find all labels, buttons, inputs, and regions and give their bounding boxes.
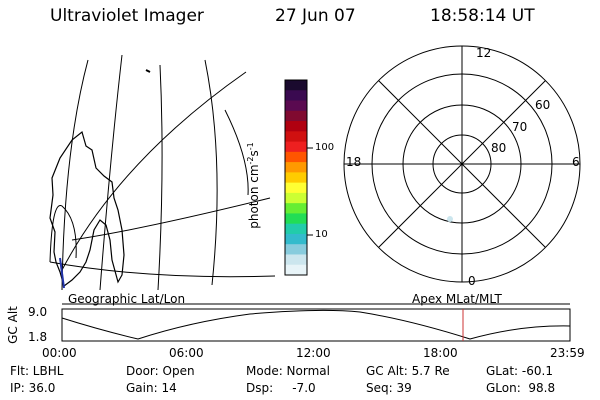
info-ip: IP: 36.0 bbox=[10, 381, 56, 395]
colorbar-band bbox=[285, 131, 307, 143]
colorbar-band bbox=[285, 244, 307, 255]
colorbar-band bbox=[285, 110, 307, 122]
polar-mlt-0: 0 bbox=[468, 274, 476, 288]
polar-mlt-6: 6 bbox=[572, 155, 580, 169]
map-arc-2 bbox=[99, 54, 123, 291]
info-door: Door: Open bbox=[126, 364, 195, 378]
polar-auroral-spot bbox=[447, 216, 453, 222]
geographic-map bbox=[49, 54, 276, 291]
colorbar-band bbox=[285, 254, 307, 266]
polar-plot bbox=[343, 45, 581, 283]
polar-lat-60: 60 bbox=[535, 98, 551, 112]
colorbar-band bbox=[285, 90, 307, 102]
colorbar-band bbox=[285, 80, 307, 91]
map-arc-5 bbox=[224, 109, 249, 196]
colorbar-band bbox=[285, 100, 307, 112]
colorbar-unit-label: photon cm-2s-1 bbox=[245, 142, 261, 229]
polar-mlt-18: 18 bbox=[346, 155, 362, 169]
info-dsp: Dsp: -7.0 bbox=[246, 381, 316, 395]
info-mode: Mode: Normal bbox=[246, 364, 330, 378]
info-gain: Gain: 14 bbox=[126, 381, 177, 395]
colorbar-band bbox=[285, 182, 307, 194]
polar-diag-2 bbox=[378, 80, 546, 248]
map-lower-arc-2 bbox=[71, 197, 271, 241]
colorbar-tick-label-10: 10 bbox=[315, 229, 328, 240]
colorbar-band bbox=[285, 151, 307, 163]
map-lower-arc-1 bbox=[49, 261, 276, 278]
map-arc-1 bbox=[61, 59, 89, 291]
map-diagonal bbox=[61, 71, 247, 271]
info-glat: GLat: -60.1 bbox=[486, 364, 553, 378]
colorbar-band bbox=[285, 264, 307, 276]
colorbar-tick-label-100: 100 bbox=[315, 142, 335, 153]
colorbar-band bbox=[285, 223, 307, 235]
timeline-x-tick-0600: 06:00 bbox=[169, 346, 204, 360]
polar-lat-70: 70 bbox=[512, 120, 528, 134]
colorbar-band bbox=[285, 121, 307, 132]
coastline bbox=[49, 130, 125, 288]
timeline-y-tick-high: 9.0 bbox=[28, 305, 48, 319]
map-marker bbox=[59, 257, 65, 289]
altitude-curve bbox=[61, 309, 571, 340]
time-label: 18:58:14 UT bbox=[430, 6, 535, 26]
map-arc-4 bbox=[204, 59, 218, 286]
info-gcalt: GC Alt: 5.7 Re bbox=[366, 364, 450, 378]
polar-lat-80: 80 bbox=[491, 141, 507, 155]
colorbar-frame bbox=[284, 79, 308, 276]
map-small-circle bbox=[49, 205, 77, 263]
colorbar-band bbox=[285, 213, 307, 225]
info-flt: Flt: LBHL bbox=[10, 364, 64, 378]
date-label: 27 Jun 07 bbox=[275, 6, 356, 26]
timeline-x-tick-1800: 18:00 bbox=[423, 346, 458, 360]
instrument-title: Ultraviolet Imager bbox=[50, 6, 204, 26]
timeline-x-tick-2359: 23:59 bbox=[550, 346, 585, 360]
timeline-left-label: Geographic Lat/Lon bbox=[68, 292, 186, 306]
colorbar bbox=[285, 80, 307, 276]
colorbar-band bbox=[285, 233, 307, 245]
polar-mlt-12: 12 bbox=[476, 46, 492, 60]
map-arc-3 bbox=[157, 64, 163, 291]
timeline-axis-title: GC Alt bbox=[5, 306, 20, 344]
info-glon: GLon: 98.8 bbox=[486, 381, 556, 395]
timeline-right-label: Apex MLat/MLT bbox=[412, 292, 502, 306]
colorbar-band bbox=[285, 162, 307, 173]
colorbar-band bbox=[285, 172, 307, 184]
timeline-x-tick-1200: 12:00 bbox=[296, 346, 331, 360]
timeline-frame bbox=[61, 308, 571, 342]
timeline-x-tick-0000: 00:00 bbox=[42, 346, 77, 360]
map-dot bbox=[145, 69, 151, 73]
colorbar-band bbox=[285, 192, 307, 204]
timeline-y-tick-low: 1.8 bbox=[28, 330, 48, 344]
info-seq: Seq: 39 bbox=[366, 381, 412, 395]
colorbar-band bbox=[285, 141, 307, 153]
colorbar-band bbox=[285, 203, 307, 214]
